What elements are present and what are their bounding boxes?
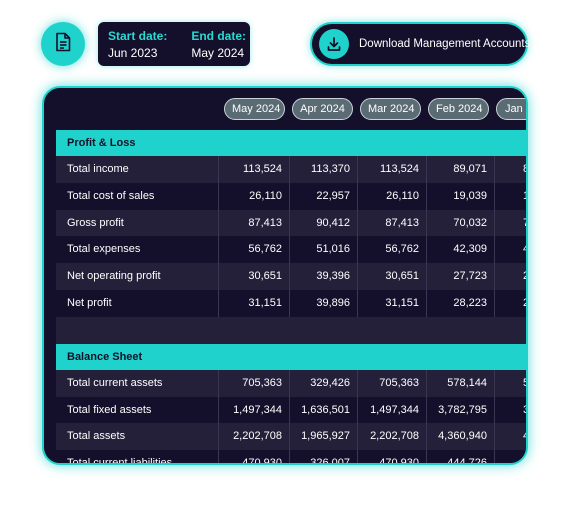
table-cell: 4,36 [494,423,526,451]
table-cell: 578,144 [426,369,494,397]
table-cell: 329,426 [289,369,357,397]
month-column-feb-2024[interactable]: Feb 2024 [428,98,489,120]
table-cell: 90,412 [289,209,357,237]
table-cell: 113,524 [218,156,289,183]
table-cell: 7 [494,209,526,237]
table-cell: 89,071 [426,156,494,183]
start-date-label: Start date: [108,29,168,43]
table-cell: 2,202,708 [218,423,289,451]
table-cell: 39,896 [289,289,357,317]
table-cell: 57 [494,369,526,397]
table-cell: 22,957 [289,182,357,210]
document-icon [54,32,72,57]
table-cell: 51,016 [289,236,357,264]
table-cell: 2 [494,289,526,317]
table-cell: 3,782,795 [426,396,494,424]
row-label: Net operating profit [67,270,161,283]
row-label: Net profit [67,296,112,309]
end-date[interactable]: End date: May 2024 [191,29,246,66]
table-cell: 56,762 [357,236,426,264]
table-row: Gross profit 87,413 90,412 87,413 70,032… [56,209,526,237]
table-cell: 1,965,927 [289,423,357,451]
month-column-may-2024[interactable]: May 2024 [224,98,285,120]
table-cell: 326,007 [289,450,357,463]
date-range-selector[interactable]: Start date: Jun 2023 End date: May 2024 [98,22,250,66]
table-cell: 28,223 [426,289,494,317]
section-header-balance-sheet: Balance Sheet [56,343,526,370]
table-cell: 444,726 [426,450,494,463]
table-row: Total fixed assets 1,497,344 1,636,501 1… [56,396,526,424]
row-label: Gross profit [67,216,124,229]
download-icon [319,29,349,59]
table-cell: 2 [494,263,526,290]
table-row: Total cost of sales 26,110 22,957 26,110… [56,182,526,210]
table-cell: 2,202,708 [357,423,426,451]
table-cell: 27,723 [426,263,494,290]
table-row: Net profit 31,151 39,896 31,151 28,223 2 [56,289,526,317]
row-label: Total current liabilities [67,457,173,465]
table-cell: 19,039 [426,182,494,210]
table-row: Total expenses 56,762 51,016 56,762 42,3… [56,236,526,264]
table-cell: 1 [494,182,526,210]
table-cell: 1,636,501 [289,396,357,424]
table-cell: 56,762 [218,236,289,264]
table-cell: 31,151 [218,289,289,317]
row-label: Total cost of sales [67,189,155,202]
end-date-label: End date: [191,29,247,43]
table-row: Net operating profit 30,651 39,396 30,65… [56,263,526,290]
table-cell: 8 [494,156,526,183]
row-label: Total expenses [67,243,141,256]
month-column-jan[interactable]: Jan [496,98,526,120]
table-cell: 705,363 [218,369,289,397]
table-cell: 705,363 [357,369,426,397]
table-cell: 70,032 [426,209,494,237]
table-row: Total current assets 705,363 329,426 705… [56,369,526,397]
start-date[interactable]: Start date: Jun 2023 [108,29,167,66]
table-cell: 39,396 [289,263,357,290]
row-label: Total assets [67,430,126,443]
table-cell: 44 [494,450,526,463]
download-label: Download Management Accounts [359,38,531,50]
table-cell: 87,413 [357,209,426,237]
table-cell: 470,930 [218,450,289,463]
table-cell: 1,497,344 [357,396,426,424]
row-label: Total current assets [67,376,163,389]
month-header: May 2024 Apr 2024 Mar 2024 Feb 2024 Jan [224,98,526,120]
table-cell: 3,78 [494,396,526,424]
table-cell: 4,360,940 [426,423,494,451]
month-column-apr-2024[interactable]: Apr 2024 [292,98,353,120]
month-column-mar-2024[interactable]: Mar 2024 [360,98,421,120]
row-label: Total income [67,163,129,175]
table-cell: 26,110 [218,182,289,210]
end-date-value: May 2024 [191,46,245,60]
start-date-value: Jun 2023 [108,46,158,60]
table-cell: 113,524 [357,156,426,183]
table-row: Total assets 2,202,708 1,965,927 2,202,7… [56,423,526,451]
table-cell: 470,930 [357,450,426,463]
table-cell: 1,497,344 [218,396,289,424]
table-cell: 30,651 [357,263,426,290]
table-cell: 26,110 [357,182,426,210]
table-cell: 4 [494,236,526,264]
document-button[interactable] [41,22,85,66]
table-cell: 42,309 [426,236,494,264]
table-cell: 87,413 [218,209,289,237]
section-header-profit-loss: Profit & Loss [56,130,526,156]
download-management-accounts-button[interactable]: Download Management Accounts [310,22,531,66]
accounts-table-panel: May 2024 Apr 2024 Mar 2024 Feb 2024 Jan … [42,86,528,465]
section-spacer [56,316,526,344]
table-cell: 30,651 [218,263,289,290]
accounts-table: Profit & Loss Total income 113,524 113,3… [56,130,526,465]
row-label: Total fixed assets [67,403,152,416]
table-row: Total income 113,524 113,370 113,524 89,… [56,156,526,183]
table-row: Total current liabilities 470,930 326,00… [56,450,526,465]
table-cell: 113,370 [289,156,357,183]
table-cell: 31,151 [357,289,426,317]
